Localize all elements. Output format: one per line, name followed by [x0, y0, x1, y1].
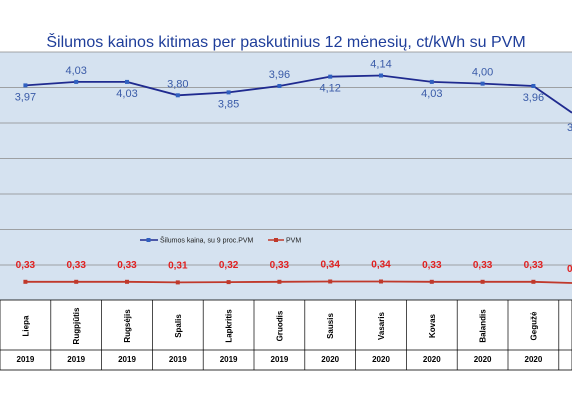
vat-line — [25, 280, 572, 284]
year-label: 2019 — [220, 355, 238, 364]
data-label: 0,34 — [320, 260, 340, 271]
category-label: Sausis — [326, 313, 335, 339]
data-labels: 3,97 4,03 4,03 3,80 3,85 3,96 4,12 4,14 4,03 4,00… — [15, 59, 572, 276]
data-label: 4,14 — [370, 59, 391, 71]
data-label: 4,03 — [65, 65, 86, 77]
data-point — [277, 279, 282, 284]
year-label: 2019 — [271, 355, 289, 364]
data-label: 0,33 — [270, 260, 290, 271]
category-label: Kovas — [428, 313, 437, 338]
data-point — [531, 83, 536, 88]
year-label: 2020 — [474, 355, 492, 364]
data-label: 0,32 — [219, 260, 239, 271]
year-label: 2020 — [372, 355, 390, 364]
year-label: 2020 — [525, 355, 543, 364]
data-point — [175, 93, 180, 98]
gridlines — [0, 51, 572, 266]
data-label: 0,31 — [168, 260, 188, 271]
year-label: 2019 — [67, 355, 85, 364]
data-label: 0,33 — [117, 260, 137, 271]
legend-label-red: PVM — [286, 238, 301, 245]
data-point — [328, 74, 333, 79]
data-point — [429, 79, 434, 84]
data-label: 4,12 — [319, 83, 340, 95]
plot-area — [0, 52, 572, 300]
data-label: 0,33 — [422, 260, 442, 271]
category-label: Rugpjūtis — [72, 307, 81, 344]
data-point — [23, 83, 28, 88]
category-dividers — [0, 300, 572, 370]
data-point — [226, 90, 231, 95]
data-label: 3,80 — [167, 78, 188, 90]
data-point — [480, 81, 485, 86]
legend-marker-red — [274, 238, 278, 242]
series-lines — [25, 74, 572, 284]
data-point — [379, 279, 383, 284]
data-label: 0,33 — [16, 260, 36, 271]
data-point — [175, 280, 180, 285]
year-label: 2019 — [169, 355, 187, 364]
data-point — [74, 79, 79, 84]
category-label: Balandis — [479, 309, 488, 343]
data-label: 0,33 — [524, 260, 544, 271]
data-point — [125, 79, 129, 84]
heat-price-line — [25, 74, 572, 114]
category-label: Liepa — [21, 315, 30, 336]
data-label: 4,03 — [116, 88, 137, 100]
data-point — [480, 279, 485, 284]
legend-marker-blue — [146, 238, 151, 242]
year-label: 2019 — [17, 355, 35, 364]
category-label: Rugsėjis — [123, 309, 132, 343]
data-point — [74, 279, 79, 284]
chart-title: Šilumos kainos kitimas per paskutinius 1… — [46, 34, 526, 51]
data-label: 0,34 — [371, 260, 391, 271]
data-point — [429, 279, 434, 284]
data-label: 3,97 — [15, 91, 36, 103]
data-label: 0,33 — [66, 260, 86, 271]
category-table — [0, 299, 572, 371]
category-label: Vasaris — [377, 311, 386, 340]
data-label: 3,96 — [269, 69, 290, 81]
data-point — [379, 73, 383, 78]
data-label: 3,85 — [218, 98, 239, 110]
data-label: 0,33 — [473, 260, 493, 271]
data-label: 0 — [567, 264, 572, 275]
category-labels: Liepa 2019 Rugpjūtis 2019 Rugsėjis 2019 Spalis… — [17, 307, 543, 364]
category-label: Gruodis — [275, 310, 284, 341]
legend-label-blue: Šilumos kaina, su 9 proc.PVM — [160, 236, 254, 245]
data-point — [23, 279, 28, 284]
data-point — [277, 83, 282, 88]
year-label: 2020 — [321, 355, 339, 364]
year-label: 2019 — [118, 355, 136, 364]
data-point — [226, 280, 231, 285]
category-label: Gegužė — [529, 311, 538, 340]
year-label: 2020 — [423, 355, 441, 364]
data-label: 4,00 — [472, 67, 493, 79]
data-point — [328, 279, 333, 284]
data-label: 4,03 — [421, 88, 442, 100]
category-label: Spalis — [174, 314, 183, 338]
category-label: Lapkritis — [225, 309, 234, 343]
data-point — [531, 279, 536, 284]
data-point — [125, 279, 129, 284]
data-points — [23, 73, 536, 285]
legend: Šilumos kaina, su 9 proc.PVM PVM — [140, 236, 301, 245]
data-label: 3,96 — [523, 92, 544, 104]
data-label: 3 — [567, 122, 572, 134]
